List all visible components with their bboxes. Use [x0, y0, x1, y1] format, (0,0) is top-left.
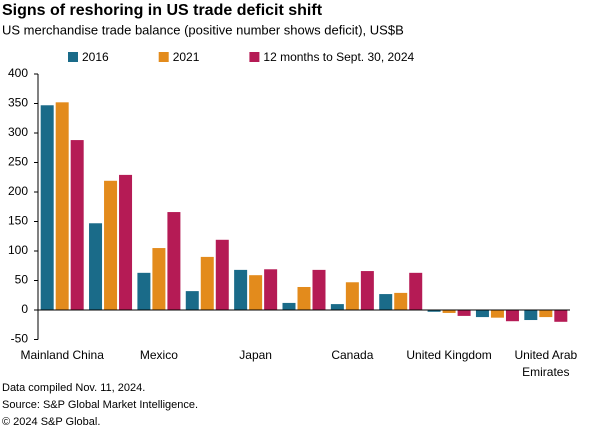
note: Data compiled Nov. 11, 2024.: [2, 382, 145, 394]
x-tick-label: Japan: [239, 348, 272, 362]
bar: [427, 310, 441, 312]
bar: [297, 286, 311, 310]
bar: [264, 269, 278, 310]
bar: [167, 212, 181, 310]
bar: [554, 310, 568, 322]
bar: [490, 310, 504, 318]
bar: [524, 310, 538, 321]
y-tick-label: 150: [8, 214, 28, 228]
y-tick-label: 350: [8, 96, 28, 110]
y-tick-label: 0: [21, 302, 28, 316]
x-tick-label: United Arab Emirates: [514, 348, 577, 379]
bar: [442, 310, 456, 313]
legend-label: 2021: [173, 50, 200, 64]
bar: [394, 292, 408, 310]
bar: [312, 269, 326, 310]
bar: [282, 302, 296, 310]
bar: [505, 310, 519, 322]
bar: [55, 102, 69, 310]
bar: [379, 294, 393, 310]
bar: [185, 291, 199, 310]
bar: [457, 310, 471, 316]
bar: [200, 256, 214, 310]
bar: [360, 271, 374, 310]
chart-title: Signs of reshoring in US trade deficit s…: [2, 2, 323, 19]
y-tick-label: 50: [15, 273, 29, 287]
note: Source: S&P Global Market Intelligence.: [2, 399, 198, 411]
bar: [249, 275, 263, 310]
legend-label: 2016: [82, 50, 109, 64]
bar: [215, 239, 229, 310]
chart-subtitle: US merchandise trade balance (positive n…: [2, 22, 404, 37]
y-tick-label: 250: [8, 155, 28, 169]
bar: [234, 269, 248, 310]
y-tick-label: 300: [8, 125, 28, 139]
bar: [475, 310, 489, 318]
y-tick-label: 100: [8, 243, 28, 257]
legend-swatch: [68, 52, 78, 62]
bar: [70, 140, 84, 310]
bar: [40, 105, 54, 311]
bar: [104, 180, 118, 310]
x-tick-label: Canada: [331, 348, 373, 362]
note: © 2024 S&P Global.: [2, 416, 100, 428]
bar: [409, 272, 423, 310]
y-tick-label: 400: [8, 66, 28, 80]
x-tick-label: United Kingdom: [406, 348, 491, 362]
bar: [345, 282, 359, 310]
y-tick-label: 200: [8, 184, 28, 198]
bar: [89, 223, 103, 310]
legend-swatch: [158, 52, 169, 62]
legend-swatch: [249, 52, 260, 62]
bar: [539, 310, 553, 318]
legend-label: 12 months to Sept. 30, 2024: [263, 50, 414, 64]
x-tick-label: Mainland China: [20, 348, 104, 362]
bar: [137, 272, 151, 310]
y-tick-label: -50: [11, 332, 29, 346]
bar: [330, 304, 344, 310]
bar: [119, 174, 133, 310]
bar: [152, 248, 166, 310]
x-tick-label: Mexico: [140, 348, 178, 362]
